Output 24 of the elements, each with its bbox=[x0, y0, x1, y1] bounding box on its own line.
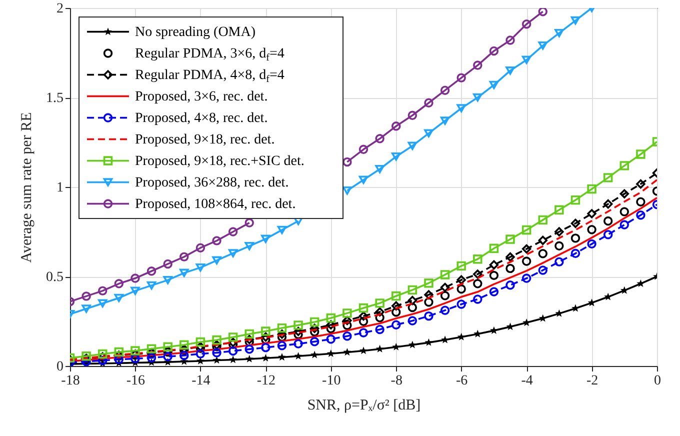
x-tick-label: -14 bbox=[192, 374, 210, 388]
legend-label: Proposed, 9×18, rec. det. bbox=[135, 132, 275, 148]
legend-label: Proposed, 3×6, rec. det. bbox=[135, 89, 268, 104]
x-tick-label: 0 bbox=[654, 374, 661, 388]
x-tick-label: -2 bbox=[586, 374, 598, 388]
legend-label: No spreading (OMA) bbox=[135, 24, 256, 40]
legend-label: Proposed, 108×864, rec. det. bbox=[135, 196, 296, 212]
y-tick-label: 0 bbox=[56, 360, 64, 374]
y-tick-label: 2 bbox=[56, 2, 64, 16]
y-axis-title: Average sum rate per RE bbox=[19, 112, 35, 263]
x-tick-label: -4 bbox=[521, 374, 533, 388]
y-tick-label: 1.5 bbox=[46, 91, 64, 106]
y-tick-label: 0.5 bbox=[46, 270, 64, 285]
y-tick-label: 1 bbox=[56, 180, 64, 196]
legend-label: Proposed, 9×18, rec.+SIC det. bbox=[135, 154, 304, 169]
x-tick-label: -8 bbox=[390, 374, 402, 388]
x-tick-label: -10 bbox=[322, 374, 341, 388]
x-axis-title: SNR, ρ=Pₓ/σ² [dB] bbox=[307, 398, 421, 414]
x-tick-label: -12 bbox=[256, 374, 276, 388]
x-tick-label: -6 bbox=[456, 374, 468, 388]
x-tick-label: -18 bbox=[61, 374, 80, 388]
x-tick-label: -16 bbox=[126, 374, 146, 388]
legend-label: Proposed, 36×288, rec. det. bbox=[135, 175, 289, 190]
legend-label: Proposed, 4×8, rec. det. bbox=[135, 110, 268, 126]
